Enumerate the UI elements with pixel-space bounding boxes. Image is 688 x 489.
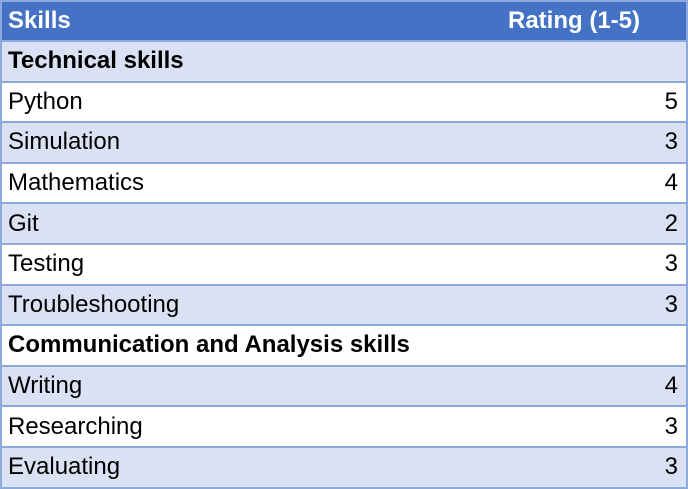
header-skills: Skills xyxy=(8,7,71,34)
skill-name: Testing xyxy=(8,250,85,278)
skill-rating: 3 xyxy=(664,250,678,278)
section-row-technical: Technical skills xyxy=(2,42,686,81)
skill-name: Troubleshooting xyxy=(8,290,180,318)
skill-name: Mathematics xyxy=(8,169,145,197)
section-title: Communication and Analysis skills xyxy=(8,331,410,359)
section-title: Technical skills xyxy=(8,47,184,75)
skill-rating: 2 xyxy=(664,209,678,237)
skill-name: Python xyxy=(8,87,83,115)
skill-name: Simulation xyxy=(8,128,121,156)
skill-name: Evaluating xyxy=(8,453,121,481)
skill-rating: 4 xyxy=(664,372,678,400)
skill-rating: 3 xyxy=(664,128,678,156)
table-row: Git 2 xyxy=(2,204,686,243)
table-row: Simulation 3 xyxy=(2,123,686,162)
skill-name: Git xyxy=(8,209,39,237)
skill-rating: 3 xyxy=(664,453,678,481)
section-row-communication: Communication and Analysis skills xyxy=(2,326,686,365)
skill-rating: 4 xyxy=(664,169,678,197)
table-header-row: Skills Rating (1-5) xyxy=(2,2,686,40)
skill-name: Writing xyxy=(8,372,83,400)
skill-rating: 3 xyxy=(664,290,678,318)
table-row: Evaluating 3 xyxy=(2,447,686,487)
skill-name: Researching xyxy=(8,412,143,440)
skill-rating: 3 xyxy=(664,412,678,440)
header-rating: Rating (1-5) xyxy=(508,7,640,34)
table-row: Researching 3 xyxy=(2,407,686,446)
table-row: Writing 4 xyxy=(2,366,686,406)
table-row: Testing 3 xyxy=(2,244,686,284)
skill-rating: 5 xyxy=(664,87,678,115)
table-row: Mathematics 4 xyxy=(2,163,686,203)
table-row: Troubleshooting 3 xyxy=(2,285,686,325)
table-row: Python 5 xyxy=(2,82,686,122)
